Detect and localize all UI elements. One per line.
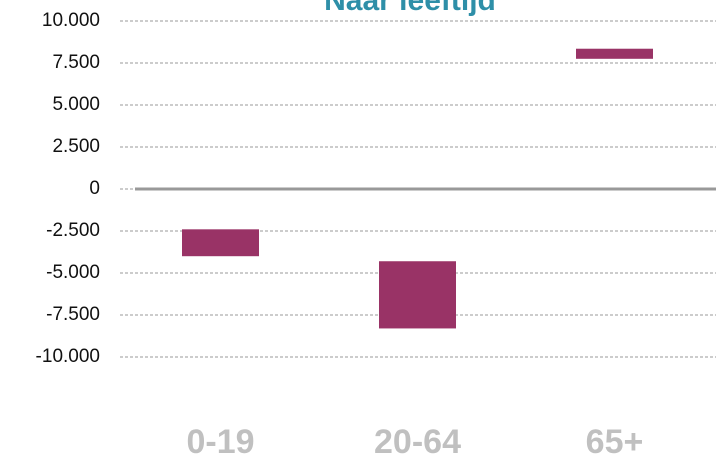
bar [182,229,259,257]
x-tick-label: 20-64 [374,423,461,461]
y-tick-label: 7.500 [52,52,100,73]
y-tick-label: 5.000 [52,94,100,115]
y-tick-label: -5.000 [46,262,100,283]
y-tick-label: 10.000 [42,10,100,31]
y-tick-label: -7.500 [46,304,100,325]
bar [379,261,456,329]
y-tick-label: 0 [89,178,100,199]
y-tick-label: 2.500 [52,136,100,157]
bar [576,48,653,59]
x-tick-label: 65+ [586,423,644,461]
y-tick-label: -2.500 [46,220,100,241]
chart-title: Naar leeftijd [324,0,496,17]
y-tick-label: -10.000 [36,346,100,367]
x-tick-label: 0-19 [186,423,254,461]
